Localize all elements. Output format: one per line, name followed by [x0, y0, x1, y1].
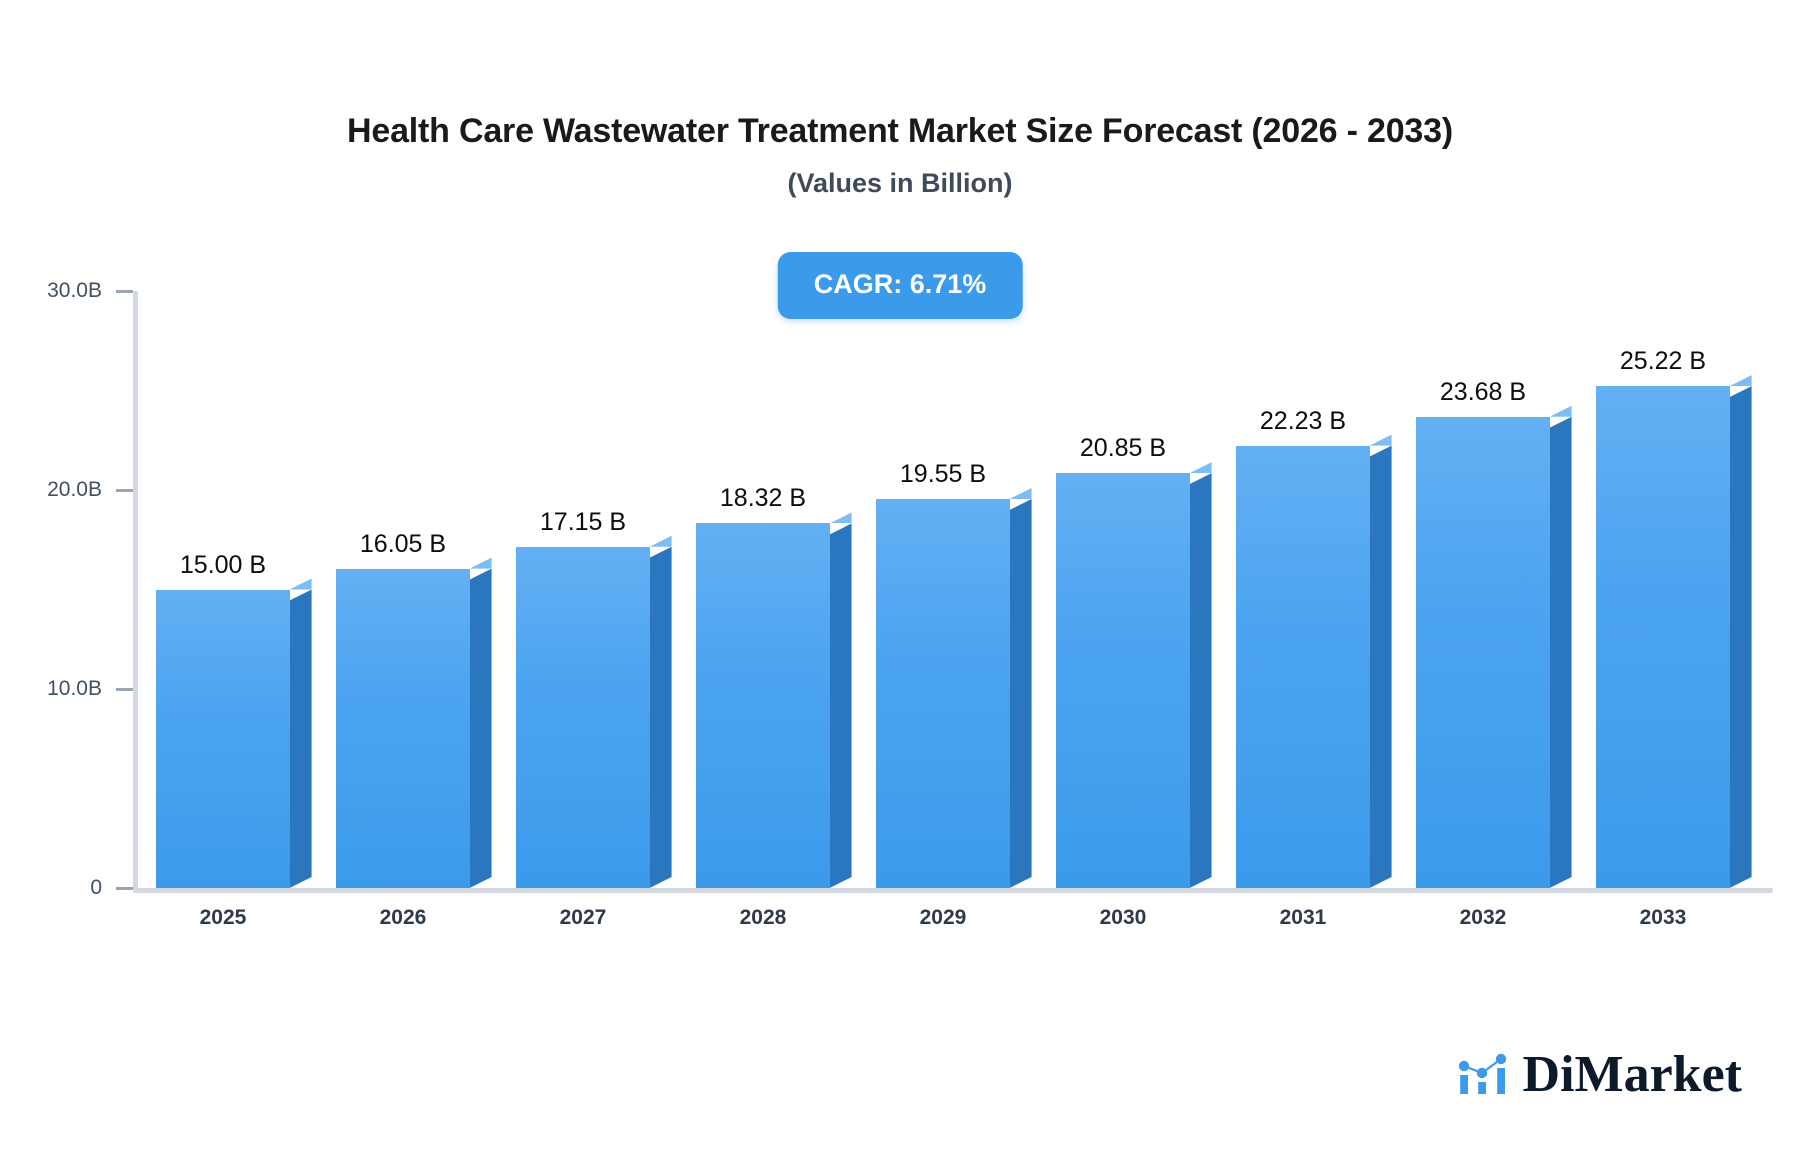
y-tick-label: 20.0B: [47, 478, 102, 501]
bar-value-label: 22.23 B: [1259, 406, 1347, 435]
x-axis-label: 2026: [379, 906, 427, 929]
bar-side-face: [470, 569, 492, 888]
brand-name: DiMarket: [1522, 1046, 1742, 1103]
bar-front-face: [1056, 473, 1190, 888]
bar-top-face: [1729, 375, 1752, 387]
y-axis-line: [133, 291, 138, 893]
bar-group[interactable]: 22.23 B 2031: [1236, 407, 1392, 929]
x-axis-label: 2030: [1099, 906, 1147, 929]
bar-side-face: [830, 523, 852, 888]
bar-side-face: [1010, 499, 1032, 888]
bar-top-face: [469, 557, 492, 569]
bar-front-face: [516, 546, 650, 888]
y-tick-dash: [116, 687, 133, 691]
bar-group[interactable]: 20.85 B 2030: [1056, 434, 1212, 929]
bar-top-face: [1369, 434, 1392, 446]
x-axis-label: 2029: [919, 906, 967, 929]
bar-group[interactable]: 23.68 B 2032: [1416, 378, 1572, 929]
bar-group[interactable]: 17.15 B 2027: [516, 508, 672, 929]
bar-side-face: [1190, 473, 1212, 888]
bar[interactable]: [1056, 462, 1212, 888]
bar-front-face: [1416, 416, 1550, 888]
bar-chart-icon: [1457, 1046, 1509, 1103]
bar-side-face: [1550, 417, 1572, 888]
bar[interactable]: [1236, 434, 1392, 888]
bar-side-face: [650, 547, 672, 888]
bar-value-label: 16.05 B: [359, 529, 447, 558]
bar[interactable]: [156, 578, 312, 888]
bar-series: 15.00 B 2025 16.05 B 2026 17.15 B 2027 18.32 B…: [133, 291, 1753, 929]
bar-group[interactable]: 15.00 B 2025: [156, 551, 312, 929]
x-axis-label: 2033: [1639, 906, 1687, 929]
bar-top-face: [829, 512, 852, 524]
chart-title: Health Care Wastewater Treatment Market …: [347, 112, 1453, 150]
chart-subtitle: (Values in Billion): [787, 168, 1013, 198]
bar-front-face: [336, 568, 470, 888]
bar[interactable]: [1596, 375, 1752, 888]
bar-value-label: 18.32 B: [719, 484, 807, 513]
y-tick-dash: [116, 289, 133, 293]
x-axis-line: [133, 888, 1773, 893]
bar-top-face: [1549, 405, 1572, 417]
cagr-badge: CAGR: 6.71%: [777, 252, 1023, 319]
bar-group[interactable]: 18.32 B 2028: [696, 484, 852, 929]
bar-value-label: 19.55 B: [899, 459, 987, 488]
bar[interactable]: [696, 512, 852, 888]
bar-front-face: [696, 523, 830, 888]
bar-top-face: [1189, 462, 1212, 474]
x-axis-label: 2025: [199, 906, 247, 929]
y-axis-tick: 10.0B: [47, 677, 133, 701]
y-axis-tick: 20.0B: [47, 478, 133, 502]
y-tick-label: 30.0B: [47, 279, 102, 302]
bar-value-label: 17.15 B: [539, 507, 627, 536]
brand-logo: DiMarket: [1457, 1045, 1742, 1104]
bar-group[interactable]: 25.22 B 2033: [1596, 347, 1752, 929]
bar-side-face: [1730, 386, 1752, 888]
bar-value-label: 25.22 B: [1619, 347, 1707, 376]
bar-value-label: 20.85 B: [1079, 434, 1167, 463]
y-axis-tick: 0: [90, 876, 133, 900]
bar[interactable]: [336, 557, 492, 888]
bar-top-face: [649, 535, 672, 547]
plot-area: 30.0B 20.0B 10.0B 0 15.00 B 2025 16.05 B 2026 1…: [47, 279, 1753, 929]
bar-side-face: [290, 590, 312, 889]
bar-group[interactable]: 19.55 B 2029: [876, 460, 1032, 929]
bar-top-face: [1009, 487, 1032, 499]
bar-front-face: [1596, 386, 1730, 888]
x-axis-label: 2031: [1279, 906, 1327, 929]
bar-front-face: [1236, 445, 1370, 888]
bar-value-label: 23.68 B: [1439, 377, 1527, 406]
x-axis-label: 2032: [1459, 906, 1507, 929]
bar-front-face: [876, 498, 1010, 888]
bar-value-label: 15.00 B: [179, 550, 267, 579]
bar-side-face: [1370, 446, 1392, 888]
bar[interactable]: [876, 487, 1032, 888]
y-tick-dash: [116, 886, 133, 890]
x-axis-label: 2028: [739, 906, 787, 929]
y-tick-label: 0: [90, 876, 102, 899]
bar[interactable]: [1416, 405, 1572, 888]
y-tick-label: 10.0B: [47, 677, 102, 700]
y-axis-tick: 30.0B: [47, 279, 133, 303]
bar-top-face: [289, 578, 312, 590]
bar-group[interactable]: 16.05 B 2026: [336, 530, 492, 929]
bar-front-face: [156, 589, 290, 888]
y-tick-dash: [116, 488, 133, 492]
x-axis-label: 2027: [559, 906, 607, 929]
bar[interactable]: [516, 535, 672, 888]
